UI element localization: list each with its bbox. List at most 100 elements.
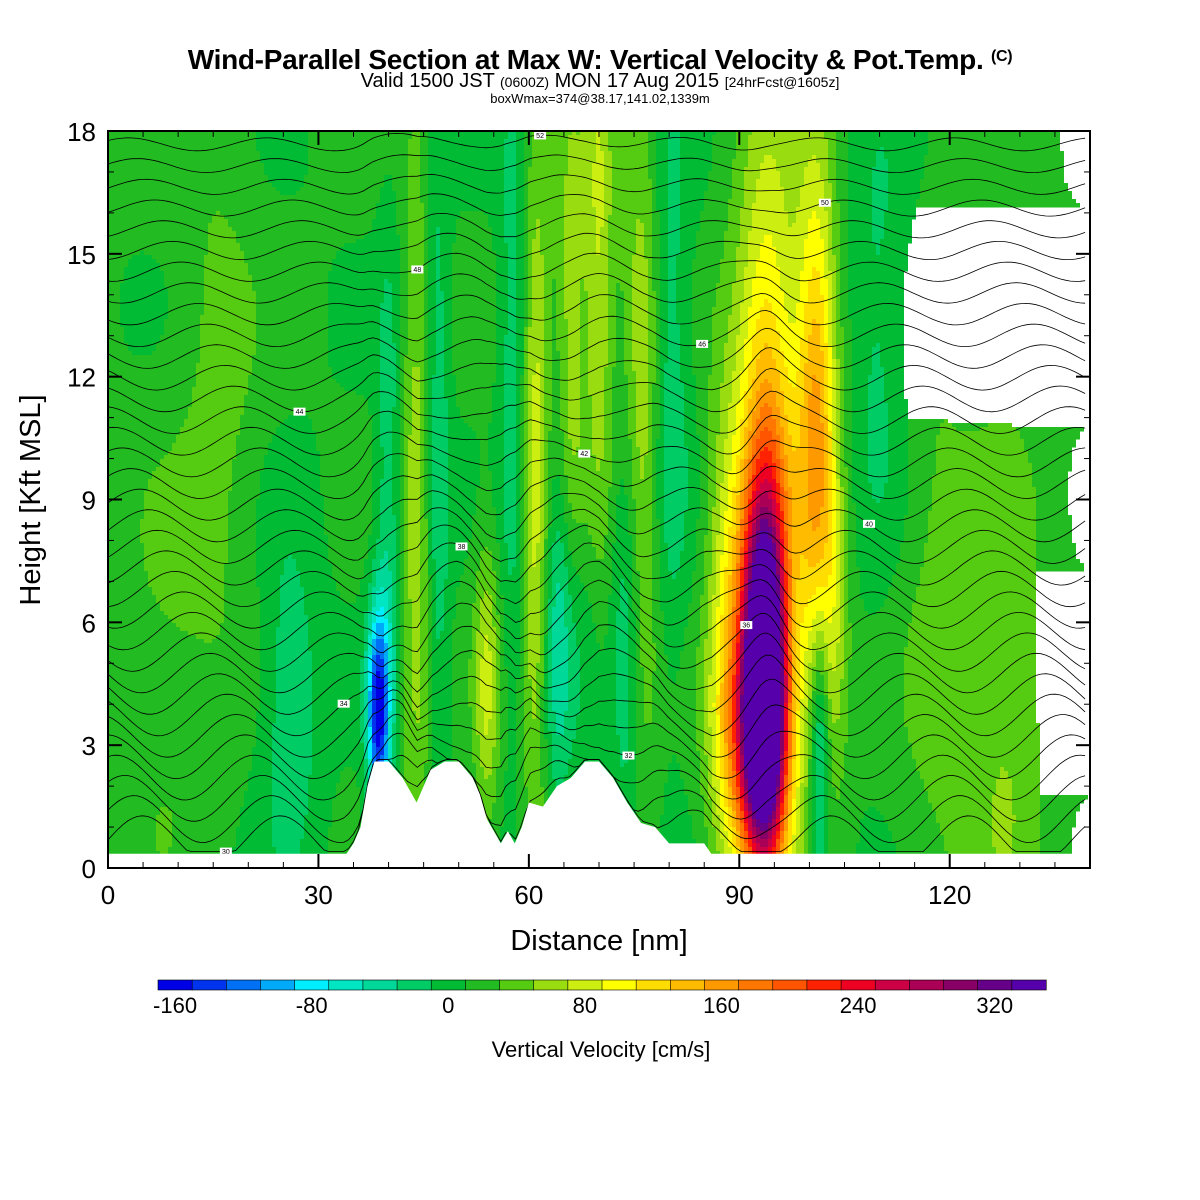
heatmap-cell	[724, 479, 728, 484]
heatmap-cell	[832, 239, 840, 244]
heatmap-cell	[808, 499, 824, 504]
heatmap-cell	[732, 503, 736, 508]
heatmap-cell	[828, 327, 832, 332]
heatmap-cell	[448, 487, 476, 492]
heatmap-cell	[504, 375, 516, 380]
heatmap-cell	[552, 347, 556, 352]
heatmap-cell	[780, 347, 800, 352]
heatmap-cell	[700, 499, 708, 504]
heatmap-cell	[400, 259, 408, 264]
heatmap-cell	[408, 323, 424, 328]
heatmap-cell	[652, 451, 656, 456]
heatmap-cell	[836, 407, 840, 412]
heatmap-cell	[544, 387, 552, 392]
heatmap-cell	[588, 371, 604, 376]
heatmap-cell	[328, 343, 380, 348]
heatmap-cell	[824, 263, 828, 268]
heatmap-cell	[380, 427, 392, 432]
heatmap-cell	[832, 495, 836, 500]
heatmap-cell	[664, 471, 688, 476]
heatmap-cell	[648, 399, 652, 404]
heatmap-cell	[700, 467, 708, 472]
heatmap-cell	[528, 215, 564, 220]
heatmap-cell	[524, 219, 528, 224]
heatmap-cell	[544, 479, 548, 484]
heatmap-cell	[888, 411, 908, 416]
heatmap-cell	[552, 499, 564, 504]
heatmap-cell	[260, 159, 308, 164]
heatmap-cell	[688, 451, 700, 456]
heatmap-cell	[424, 235, 428, 240]
heatmap-cell	[664, 491, 688, 496]
heatmap-cell	[824, 319, 828, 324]
heatmap-cell	[788, 507, 792, 512]
heatmap-cell	[268, 451, 320, 456]
heatmap-cell	[652, 403, 660, 408]
heatmap-cell	[140, 251, 144, 256]
heatmap-cell	[668, 327, 680, 332]
heatmap-cell	[792, 435, 800, 440]
heatmap-cell	[632, 487, 652, 492]
heatmap-cell	[212, 219, 228, 224]
heatmap-cell	[400, 271, 408, 276]
heatmap-cell	[208, 251, 244, 256]
heatmap-cell	[652, 247, 660, 252]
heatmap-cell	[532, 403, 540, 408]
heatmap-cell	[552, 479, 560, 484]
heatmap-cell	[772, 459, 780, 464]
heatmap-cell	[836, 303, 840, 308]
heatmap-cell	[808, 419, 820, 424]
heatmap-cell	[428, 151, 504, 156]
heatmap-cell	[532, 143, 568, 148]
heatmap-cell	[812, 211, 816, 216]
heatmap-cell	[772, 487, 776, 492]
heatmap-cell	[108, 363, 196, 368]
heatmap-cell	[160, 267, 204, 272]
heatmap-cell	[776, 247, 804, 252]
heatmap-cell	[744, 515, 748, 520]
heatmap-cell	[396, 219, 408, 224]
heatmap-cell	[832, 359, 836, 364]
heatmap-cell	[956, 427, 980, 432]
heatmap-cell	[648, 279, 652, 284]
heatmap-cell	[528, 499, 532, 504]
heatmap-cell	[524, 443, 528, 448]
heatmap-cell	[324, 511, 372, 516]
heatmap-cell	[760, 307, 772, 312]
heatmap-cell	[676, 307, 692, 312]
heatmap-cell	[592, 179, 604, 184]
heatmap-cell	[852, 419, 868, 424]
heatmap-cell	[544, 327, 552, 332]
heatmap-cell	[428, 403, 432, 408]
heatmap-cell	[424, 211, 428, 216]
heatmap-cell	[392, 479, 400, 484]
heatmap-cell	[752, 287, 780, 292]
heatmap-cell	[876, 343, 880, 348]
heatmap-cell	[804, 375, 812, 380]
heatmap-cell	[640, 459, 644, 464]
heatmap-cell	[748, 371, 756, 376]
heatmap-cell	[328, 331, 380, 336]
heatmap-cell	[568, 171, 592, 176]
heatmap-cell	[668, 227, 680, 232]
heatmap-cell	[680, 215, 700, 220]
heatmap-cell	[544, 415, 552, 420]
heatmap-cell	[740, 303, 752, 308]
heatmap-cell	[596, 155, 604, 160]
heatmap-cell	[520, 519, 524, 524]
heatmap-cell	[516, 323, 524, 328]
heatmap-cell	[264, 163, 308, 168]
heatmap-cell	[612, 203, 652, 208]
heatmap-cell	[400, 411, 404, 416]
heatmap-cell	[564, 223, 596, 228]
heatmap-cell	[828, 431, 832, 436]
heatmap-cell	[844, 339, 852, 344]
heatmap-cell	[688, 503, 700, 508]
heatmap-cell	[164, 327, 200, 332]
heatmap-cell	[824, 451, 828, 456]
heatmap-cell	[652, 263, 660, 268]
heatmap-cell	[828, 291, 832, 296]
heatmap-cell	[204, 279, 252, 284]
heatmap-cell	[736, 479, 740, 484]
heatmap-cell	[880, 363, 904, 368]
